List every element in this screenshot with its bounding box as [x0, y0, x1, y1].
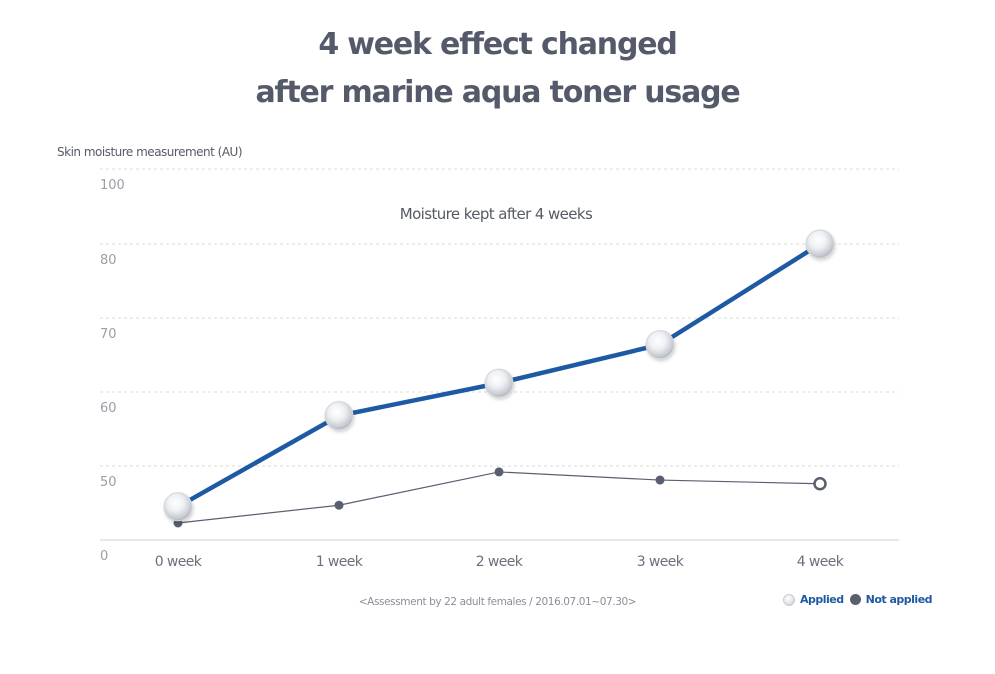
- legend-applied-swatch: [783, 593, 795, 606]
- chart-title-line-1: 4 week effect changed: [318, 27, 678, 62]
- y-ticks: 0 50 60 70 80 100: [100, 178, 125, 564]
- series-markers: [163, 229, 835, 528]
- x-tick-label: 4 week: [797, 554, 845, 570]
- point-applied: [163, 492, 193, 522]
- x-tick-label: 0 week: [155, 554, 203, 570]
- point-not-applied: [494, 467, 504, 477]
- point-not-applied: [655, 475, 665, 485]
- y-tick-label: 60: [100, 401, 117, 416]
- legend-not-applied-swatch: [849, 594, 861, 605]
- chart-title-line-2: after marine aqua toner usage: [255, 75, 740, 110]
- point-applied: [645, 330, 675, 360]
- y-tick-label: 70: [100, 327, 117, 342]
- point-not-applied: [813, 477, 827, 491]
- x-tick-label: 2 week: [476, 554, 524, 570]
- chart-annotation: Moisture kept after 4 weeks: [400, 205, 593, 223]
- point-not-applied: [334, 500, 344, 510]
- point-applied: [805, 229, 835, 259]
- point-applied: [324, 401, 354, 431]
- legend: Applied Not applied: [783, 593, 933, 606]
- legend-not-applied-label: Not applied: [865, 593, 933, 606]
- y-tick-label: 80: [100, 253, 117, 268]
- series-line-not-applied: [177, 471, 821, 524]
- gridlines: [100, 168, 899, 541]
- y-tick-label: 100: [100, 178, 125, 193]
- point-applied: [484, 368, 514, 398]
- assessment-note: <Assessment by 22 adult females / 2016.0…: [358, 596, 637, 608]
- y-tick-label: 50: [100, 475, 117, 490]
- x-tick-label: 3 week: [637, 554, 685, 570]
- x-tick-label: 1 week: [316, 554, 364, 570]
- legend-applied-label: Applied: [800, 593, 844, 606]
- x-ticks: 0 week 1 week 2 week 3 week 4 week: [155, 554, 846, 570]
- y-tick-label: 0: [100, 549, 108, 564]
- y-axis-label: Skin moisture measurement (AU): [57, 145, 243, 159]
